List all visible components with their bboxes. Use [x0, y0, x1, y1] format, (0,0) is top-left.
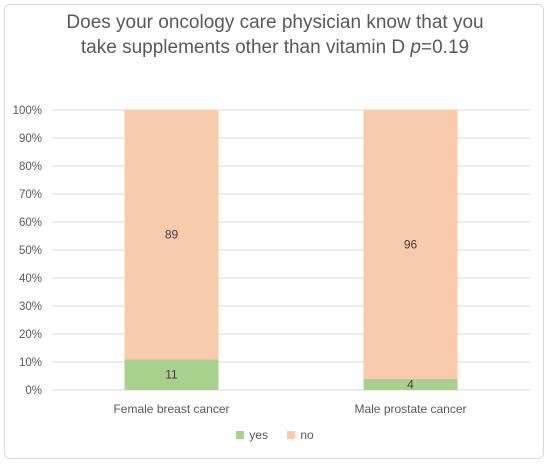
data-labels: 11 89 4 96	[165, 228, 418, 392]
chart-title-line2-text: take supplements other than vitamin D	[80, 37, 406, 58]
category-label: Male prostate cancer	[354, 402, 466, 416]
p-value-number: =0.19	[421, 37, 470, 58]
legend-swatch-yes	[236, 431, 245, 439]
gridlines	[52, 109, 530, 391]
y-tick-label: 10%	[19, 357, 42, 369]
bars	[124, 110, 458, 390]
y-tick-label: 80%	[19, 161, 42, 173]
y-tick-label: 60%	[19, 217, 42, 229]
y-tick-label: 100%	[13, 105, 42, 117]
chart-title-line2: take supplements other than vitamin D p=…	[0, 35, 550, 60]
chart-title: Does your oncology care physician know t…	[0, 10, 550, 60]
y-tick-label: 20%	[19, 329, 42, 341]
legend-label-no: no	[300, 428, 314, 442]
data-label-no: 96	[404, 237, 418, 251]
data-label-no: 89	[165, 228, 179, 242]
category-label: Female breast cancer	[113, 402, 229, 416]
y-tick-label: 70%	[19, 189, 42, 201]
p-symbol: p	[410, 37, 421, 58]
y-axis-ticks: 0% 10% 20% 30% 40% 50% 60% 70% 80% 90% 100%	[13, 105, 42, 397]
y-tick-label: 30%	[19, 301, 42, 313]
y-tick-label: 50%	[19, 245, 42, 257]
legend-swatch-no	[287, 431, 296, 439]
data-label-yes: 11	[165, 368, 178, 382]
legend-item-yes: yes	[236, 428, 268, 442]
bar-no	[363, 110, 458, 379]
category-labels: Female breast cancer Male prostate cancer	[113, 402, 466, 416]
y-tick-label: 0%	[25, 385, 42, 397]
y-tick-label: 40%	[19, 273, 42, 285]
legend: yes no	[0, 428, 550, 442]
bar-no	[124, 110, 219, 360]
legend-label-yes: yes	[249, 428, 268, 442]
legend-item-no: no	[287, 428, 314, 442]
p-value: p=0.19	[410, 37, 469, 58]
bar-yes	[363, 378, 458, 390]
chart-title-line1: Does your oncology care physician know t…	[66, 12, 484, 33]
data-label-yes: 4	[407, 377, 414, 391]
bar-yes	[124, 359, 219, 390]
y-tick-label: 90%	[19, 133, 42, 145]
